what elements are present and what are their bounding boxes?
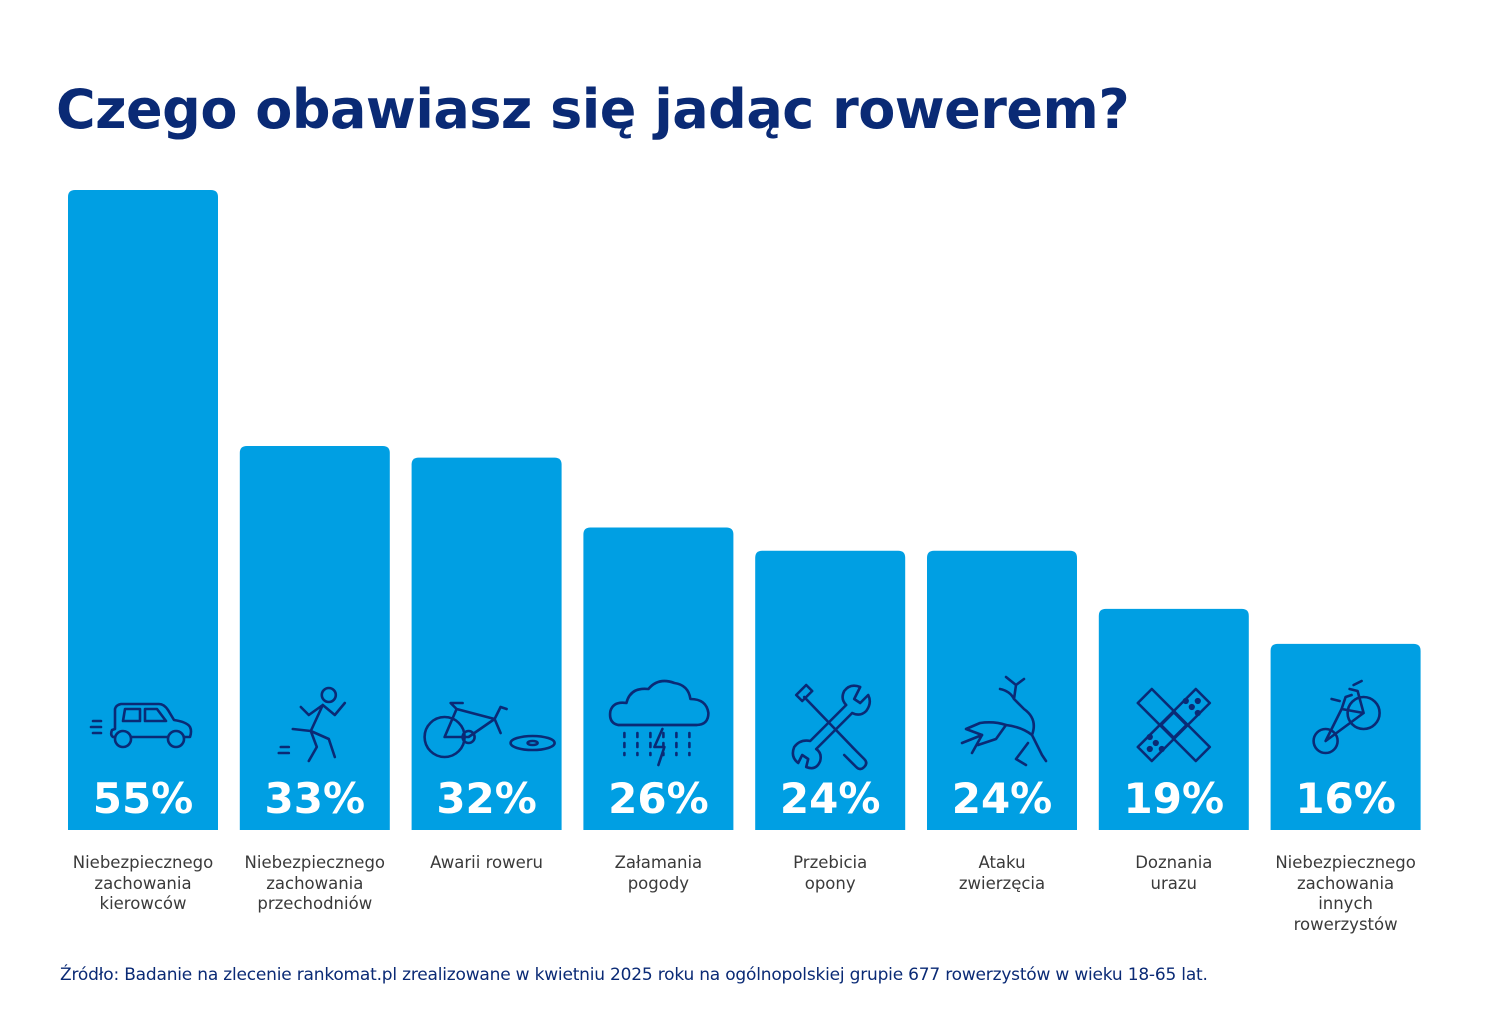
- running-pedestrian-icon: [277, 686, 347, 763]
- value-label-2: 33%: [265, 774, 366, 823]
- value-label-5: 24%: [780, 774, 881, 823]
- deer-icon: [960, 675, 1048, 767]
- bar-2: [239, 446, 390, 830]
- category-label-4: Załamania pogody: [614, 853, 703, 893]
- bar-8: [1270, 643, 1421, 830]
- category-label-8: Niebezpiecznego zachowania innych rowerz…: [1275, 853, 1416, 934]
- value-label-4: 26%: [608, 774, 709, 823]
- broken-bike-icon: [423, 701, 556, 759]
- storm-cloud-icon: [608, 679, 710, 767]
- car-icon: [89, 702, 193, 749]
- source-note: Źródło: Badanie na zlecenie rankomat.pl …: [60, 965, 1208, 985]
- bar-4: [583, 527, 734, 830]
- category-label-7: Doznania urazu: [1135, 853, 1213, 893]
- category-label-5: Przebicia opony: [793, 853, 868, 893]
- value-label-1: 55%: [93, 774, 194, 823]
- cyclist-icon: [1312, 679, 1381, 755]
- wrench-screwdriver-icon: [791, 683, 872, 771]
- bar-7: [1098, 608, 1249, 830]
- value-label-3: 32%: [436, 774, 537, 823]
- value-label-8: 16%: [1295, 774, 1396, 823]
- value-label-6: 24%: [952, 774, 1053, 823]
- bar-1: [68, 190, 218, 830]
- bar-5: [755, 550, 906, 830]
- bandage-icon: [1136, 687, 1212, 763]
- category-label-2: Niebezpiecznego zachowania przechodniów: [244, 853, 386, 913]
- category-label-3: Awarii roweru: [430, 853, 543, 872]
- category-label-6: Ataku zwierzęcia: [958, 853, 1046, 893]
- value-label-7: 19%: [1124, 774, 1225, 823]
- chart-title: Czego obawiasz się jadąc rowerem?: [56, 78, 1130, 141]
- category-label-1: Niebezpiecznego zachowania kierowców: [72, 853, 214, 913]
